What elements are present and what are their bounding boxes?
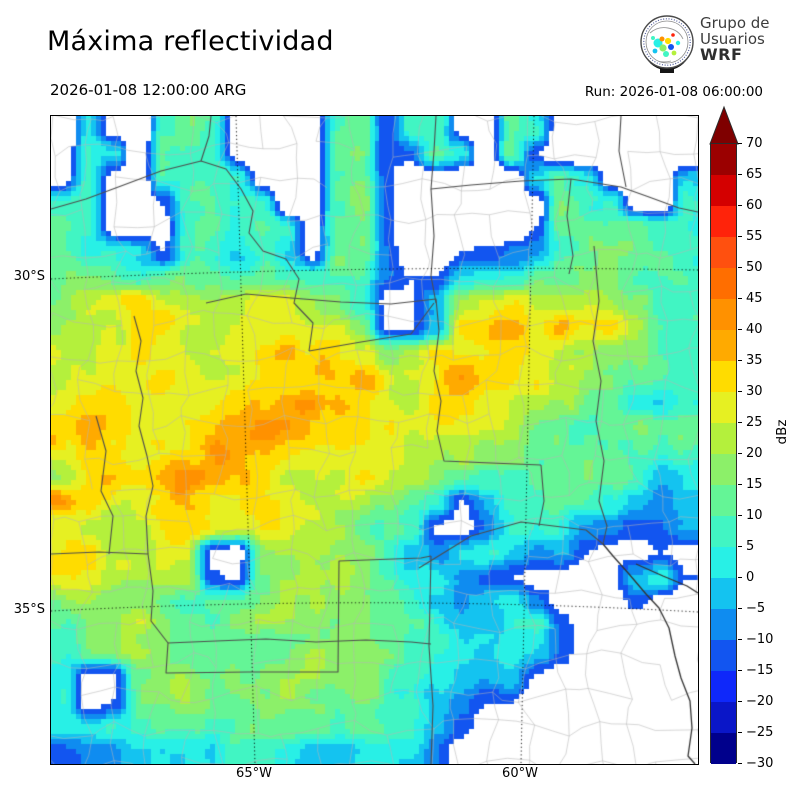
colorbar-tick-label: 25 — [746, 414, 763, 430]
colorbar-tick — [738, 298, 742, 299]
colorbar-tick-label: 0 — [746, 569, 755, 585]
lat-label-30s: 30°S — [13, 269, 45, 284]
colorbar-tick-label: 55 — [746, 228, 763, 244]
colorbar-segment — [711, 640, 736, 671]
colorbar-tick-label: 45 — [746, 290, 763, 306]
colorbar-segment — [711, 578, 736, 609]
colorbar-segment — [711, 299, 736, 330]
colorbar-tick — [738, 670, 742, 671]
colorbar-tick-label: 60 — [746, 197, 763, 213]
colorbar-segment — [711, 485, 736, 516]
map-panel — [50, 115, 699, 765]
reflectivity-map-canvas — [51, 116, 698, 764]
colorbar-tick — [738, 763, 742, 764]
logo-text: Grupo de Usuarios WRF — [700, 15, 770, 63]
colorbar-tick — [738, 422, 742, 423]
colorbar-tick — [738, 546, 742, 547]
colorbar-tick — [738, 236, 742, 237]
colorbar-tick — [738, 515, 742, 516]
colorbar-tick — [738, 267, 742, 268]
colorbar-tick — [738, 360, 742, 361]
colorbar-tick — [738, 391, 742, 392]
colorbar-tick — [738, 205, 742, 206]
colorbar-tick-label: −20 — [746, 693, 774, 709]
colorbar-segment — [711, 206, 736, 237]
colorbar-tick — [738, 608, 742, 609]
colorbar-segment — [711, 175, 736, 206]
colorbar-tick-label: 15 — [746, 476, 763, 492]
colorbar-segment — [711, 671, 736, 702]
colorbar-tick-label: 10 — [746, 507, 763, 523]
lon-label-65w: 65°W — [236, 766, 272, 781]
valid-time: 2026-01-08 12:00:00 ARG — [50, 81, 247, 99]
colorbar-segment — [711, 392, 736, 423]
colorbar-tick-label: 35 — [746, 352, 763, 368]
colorbar-unit-label: dBz — [774, 419, 790, 445]
colorbar-segment — [711, 330, 736, 361]
colorbar-tick-label: 65 — [746, 166, 763, 182]
colorbar-segment — [711, 144, 736, 175]
colorbar-tick — [738, 732, 742, 733]
lon-label-60w: 60°W — [502, 766, 538, 781]
colorbar-segment — [711, 733, 736, 764]
colorbar-segment — [711, 361, 736, 392]
logo-line2: Usuarios — [700, 30, 765, 48]
colorbar-segment — [711, 547, 736, 578]
wrf-group-logo-icon — [640, 15, 694, 73]
colorbar-tick-label: −30 — [746, 755, 774, 771]
colorbar-tick-label: 40 — [746, 321, 763, 337]
colorbar-segment — [711, 237, 736, 268]
colorbar-segment — [711, 268, 736, 299]
colorbar-segment — [711, 516, 736, 547]
colorbar-tick-label: 50 — [746, 259, 763, 275]
page-title: Máxima reflectividad — [47, 26, 334, 57]
colorbar — [710, 143, 737, 764]
colorbar-tick-label: −15 — [746, 662, 774, 678]
colorbar-tick — [738, 453, 742, 454]
colorbar-segment — [711, 702, 736, 733]
colorbar-tick-label: 5 — [746, 538, 755, 554]
colorbar-segment — [711, 609, 736, 640]
colorbar-tick-label: −10 — [746, 631, 774, 647]
colorbar-tick — [738, 174, 742, 175]
logo-line1: Grupo de — [700, 14, 770, 32]
colorbar-tick-label: 20 — [746, 445, 763, 461]
colorbar-tick — [738, 329, 742, 330]
colorbar-tick — [738, 143, 742, 144]
lat-label-35s: 35°S — [13, 602, 45, 617]
colorbar-tick — [738, 484, 742, 485]
logo-line3: WRF — [700, 45, 743, 64]
colorbar-segment — [711, 423, 736, 454]
colorbar-over-arrow — [709, 105, 739, 145]
colorbar-tick-label: −25 — [746, 724, 774, 740]
colorbar-tick — [738, 577, 742, 578]
run-time: Run: 2026-01-08 06:00:00 — [584, 84, 763, 100]
colorbar-tick — [738, 701, 742, 702]
colorbar-tick — [738, 639, 742, 640]
colorbar-segment — [711, 454, 736, 485]
colorbar-tick-label: 30 — [746, 383, 763, 399]
colorbar-tick-label: −5 — [746, 600, 766, 616]
colorbar-tick-label: 70 — [746, 135, 763, 151]
